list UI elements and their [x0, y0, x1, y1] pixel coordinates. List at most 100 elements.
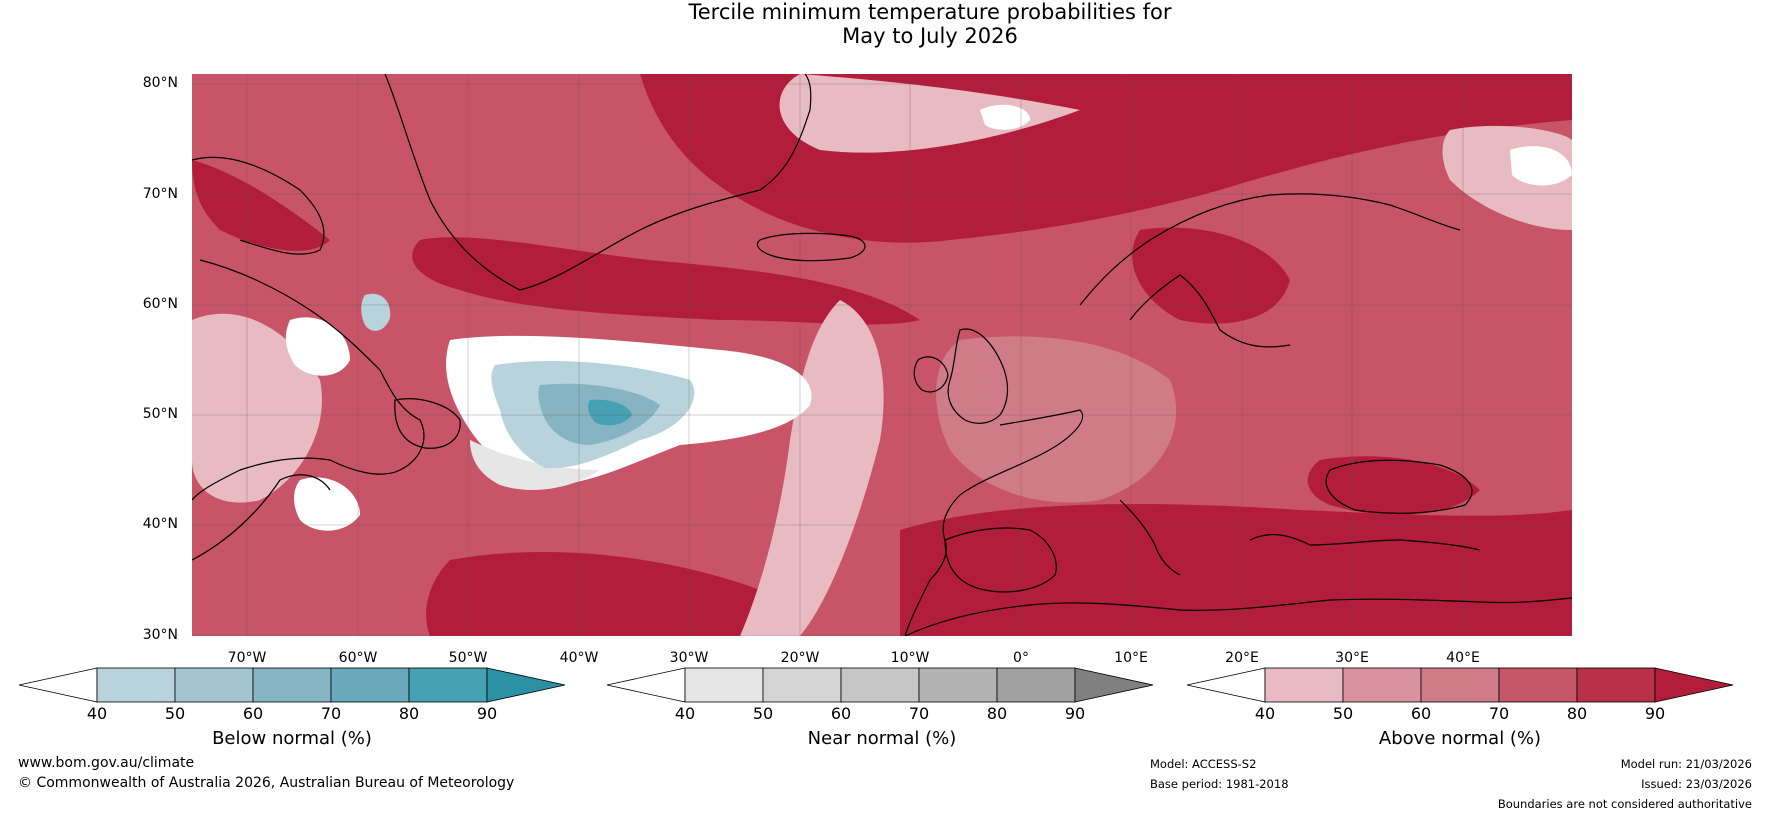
- below-tick-70: 70: [320, 704, 342, 723]
- lon-label-0: 0°: [1013, 650, 1029, 666]
- coast-norway: [1079, 193, 1461, 306]
- below-tick-40: 40: [86, 704, 108, 723]
- lon-label-50w: 50°W: [448, 650, 488, 666]
- near-normal-patch-canada: [294, 477, 360, 531]
- meta-model-run: Model run: 21/03/2026: [1620, 757, 1752, 771]
- coast-newfoundland: [394, 398, 461, 449]
- meta-disclaimer: Boundaries are not considered authoritat…: [1497, 797, 1752, 811]
- coast-black-sea: [1325, 459, 1473, 514]
- near-cbar-segment: [762, 667, 842, 703]
- lat-label-50n: 50°N: [142, 406, 178, 422]
- lon-label-20e: 20°E: [1225, 650, 1259, 666]
- above-dark-region-south-greenland: [412, 237, 920, 325]
- near-cbar-segment: [684, 667, 764, 703]
- lat-label-80n: 80°N: [142, 75, 178, 91]
- near-tick-80: 80: [986, 704, 1008, 723]
- near-cbar-segment: [996, 667, 1076, 703]
- near-tick-50: 50: [752, 704, 774, 723]
- coast-british-isles: [947, 328, 1009, 424]
- above-cbar-min-triangle: [1186, 667, 1266, 703]
- above-cbar-segment: [1576, 667, 1656, 703]
- coast-greece-turkey: [1249, 534, 1481, 551]
- map-title-line2: May to July 2026: [842, 24, 1018, 48]
- lon-label-70w: 70°W: [227, 650, 267, 666]
- above-light-region-arctic: [779, 74, 1080, 153]
- coast-italy: [1119, 499, 1181, 576]
- near-cbar-max-triangle: [1074, 667, 1154, 703]
- meta-model: Model: ACCESS-S2: [1150, 757, 1257, 771]
- coast-iberia: [944, 527, 1057, 593]
- map-gridlines: [192, 74, 1572, 636]
- lat-label-70n: 70°N: [142, 186, 178, 202]
- below-cbar-segment: [330, 667, 410, 703]
- above-light-region-central-atlantic: [740, 300, 884, 636]
- near-normal-title: Near normal (%): [807, 728, 957, 749]
- above-dark-region-atlantic-south: [426, 551, 769, 636]
- lon-label-40e: 40°E: [1446, 650, 1480, 666]
- lat-label-30n: 30°N: [142, 627, 178, 643]
- above-light-region-newfoundland: [192, 313, 322, 503]
- above-tick-50: 50: [1332, 704, 1354, 723]
- below-tick-50: 50: [164, 704, 186, 723]
- meta-base-period: Base period: 1981-2018: [1150, 777, 1289, 791]
- near-tick-90: 90: [1064, 704, 1086, 723]
- below-cbar-min-triangle: [18, 667, 98, 703]
- coast-greenland: [384, 74, 812, 291]
- coast-north-africa: [904, 597, 1572, 636]
- near-tick-60: 60: [830, 704, 852, 723]
- colorbar-below-normal: [18, 667, 566, 703]
- above-cbar-segment: [1342, 667, 1422, 703]
- coast-canada-north: [192, 156, 325, 255]
- below-tick-60: 60: [242, 704, 264, 723]
- near-tick-70: 70: [908, 704, 930, 723]
- map-title-line1: Tercile minimum temperature probabilitie…: [688, 0, 1172, 24]
- lon-label-20w: 20°W: [780, 650, 820, 666]
- near-normal-patch-arctic: [980, 104, 1030, 130]
- above-normal-title: Above normal (%): [1378, 728, 1542, 749]
- lat-label-60n: 60°N: [142, 296, 178, 312]
- above-tick-60: 60: [1410, 704, 1432, 723]
- near-normal-patch-barents: [1510, 146, 1572, 186]
- above-dark-region-scandinavia: [1132, 227, 1290, 324]
- lon-label-40w: 40°W: [559, 650, 599, 666]
- near-cbar-segment: [918, 667, 998, 703]
- below-cbar-segment: [408, 667, 488, 703]
- above-cbar-max-triangle: [1654, 667, 1734, 703]
- below-cbar-segment: [252, 667, 332, 703]
- map-plot-area: [192, 74, 1572, 636]
- coast-us-east: [192, 474, 331, 561]
- near-normal-patch-west: [285, 317, 350, 376]
- lon-label-60w: 60°W: [338, 650, 378, 666]
- above-cbar-segment: [1498, 667, 1578, 703]
- above-dark-region-labrador: [192, 160, 330, 251]
- above-cbar-segment: [1420, 667, 1500, 703]
- above-tick-70: 70: [1488, 704, 1510, 723]
- footer-copyright: © Commonwealth of Australia 2026, Austra…: [18, 775, 515, 791]
- lon-label-10e: 10°E: [1114, 650, 1148, 666]
- near-tick-40: 40: [674, 704, 696, 723]
- above-tick-90: 90: [1644, 704, 1666, 723]
- lon-label-30w: 30°W: [669, 650, 709, 666]
- coast-iceland: [756, 232, 866, 262]
- below-cbar-segment: [174, 667, 254, 703]
- above-tick-80: 80: [1566, 704, 1588, 723]
- colorbar-near-normal: [606, 667, 1154, 703]
- footer-url: www.bom.gov.au/climate: [18, 755, 195, 771]
- below-normal-title: Below normal (%): [212, 728, 372, 749]
- below-cbar-segment: [96, 667, 176, 703]
- above-mid-region-western-europe: [936, 336, 1177, 503]
- colorbar-above-normal: [1186, 667, 1734, 703]
- above-cbar-segment: [1264, 667, 1344, 703]
- below-normal-region-dark: [588, 399, 632, 426]
- above-dark-region-black-sea: [1307, 456, 1480, 515]
- coast-labrador: [192, 259, 425, 501]
- coast-ireland: [913, 356, 949, 393]
- coast-sweden-finland: [1129, 274, 1291, 348]
- lat-label-40n: 40°N: [142, 516, 178, 532]
- lon-label-10w: 10°W: [890, 650, 930, 666]
- above-dark-region-mediterranean: [900, 504, 1572, 636]
- below-cbar-max-triangle: [486, 667, 566, 703]
- near-normal-grey-patch: [470, 440, 600, 490]
- coastlines: [192, 74, 1572, 636]
